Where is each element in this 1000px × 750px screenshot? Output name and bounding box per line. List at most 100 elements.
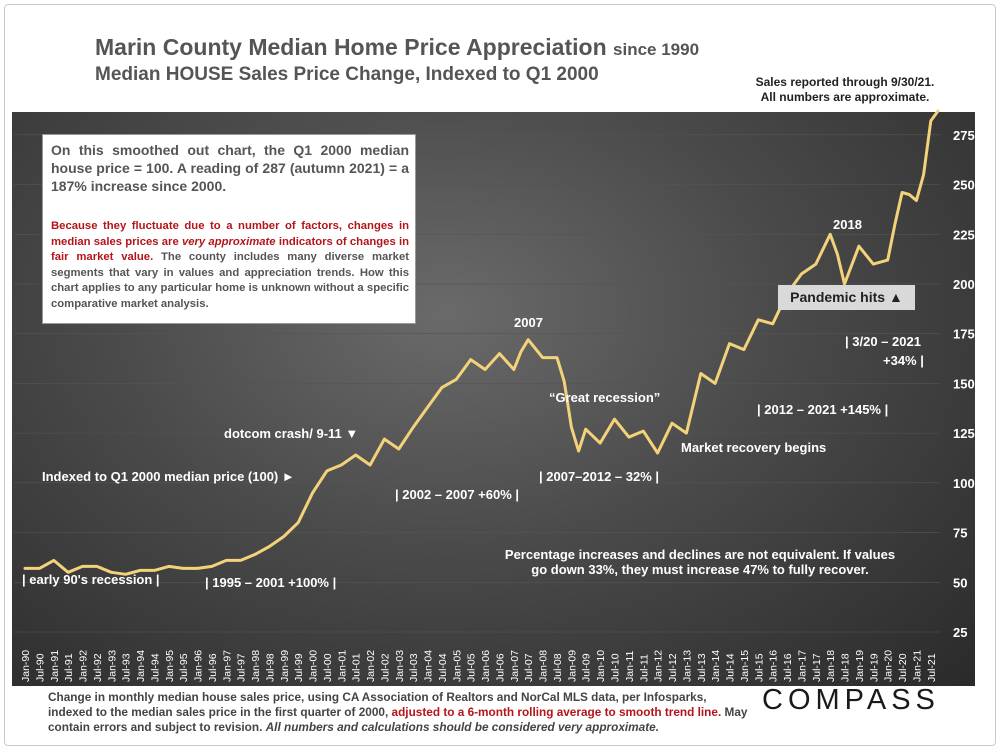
x-tick-label: Jul-97 [236,653,248,682]
x-tick-label: Jan-06 [480,650,492,682]
y-tick-label: 25 [953,625,967,640]
x-tick-label: Jan-90 [20,650,32,682]
annotation-2012-2021: | 2012 – 2021 +145% | [757,402,889,417]
y-tick-label: 125 [953,426,975,441]
x-tick-label: Jan-18 [825,650,837,682]
x-tick-label: Jul-07 [523,653,535,682]
x-tick-label: Jul-04 [437,653,449,682]
y-tick-label: 250 [953,178,975,193]
x-tick-label: Jan-20 [883,650,895,682]
x-tick-label: Jul-02 [379,653,391,682]
annotation-2007-2012: | 2007–2012 – 32% | [539,469,660,484]
x-tick-label: Jan-94 [135,650,147,682]
x-tick-label: Jan-04 [423,650,435,682]
x-tick-label: Jan-93 [106,650,118,682]
y-tick-label: 200 [953,277,975,292]
x-tick-label: Jul-10 [609,653,621,682]
annotation-early90s: | early 90's recession | [22,572,160,587]
x-tick-label: Jul-14 [725,653,737,682]
x-tick-label: Jul-03 [408,653,420,682]
x-tick-label: Jan-98 [250,650,262,682]
compass-logo: COMPASS [762,684,940,716]
annotation-2018: 2018 [833,217,862,232]
annotation-2007: 2007 [514,315,543,330]
x-tick-label: Jul-93 [121,653,133,682]
x-tick-label: Jul-95 [178,653,190,682]
x-tick-label: Jul-11 [638,654,650,682]
x-tick-label: Jul-96 [207,653,219,682]
annotation-1995-2001: | 1995 – 2001 +100% | [205,575,337,590]
x-tick-label: Jul-92 [92,653,104,682]
x-tick-label: Jul-05 [466,653,478,682]
x-tick-label: Jul-19 [868,653,880,682]
footer-note: Change in monthly median house sales pri… [48,690,748,734]
x-tick-label: Jul-91 [63,653,75,682]
title-since: since 1990 [613,40,700,59]
x-tick-label: Jul-08 [552,653,564,682]
y-tick-label: 225 [953,227,975,242]
chart-title: Marin County Median Home Price Appreciat… [95,34,700,60]
x-tick-label: Jan-13 [681,650,693,682]
x-tick-label: Jan-12 [653,650,665,682]
x-tick-label: Jan-92 [78,650,90,682]
x-tick-label: Jan-16 [768,650,780,682]
x-tick-label: Jan-19 [854,650,866,682]
x-tick-label: Jul-94 [149,653,161,682]
x-tick-label: Jan-95 [164,650,176,682]
y-tick-label: 50 [953,575,967,590]
x-tick-label: Jan-02 [365,650,377,682]
x-tick-label: Jan-21 [911,650,923,682]
annotation-2020-line1: | 3/20 – 2021 [845,334,921,349]
x-tick-label: Jan-03 [394,650,406,682]
x-tick-label: Jan-10 [595,650,607,682]
x-tick-label: Jul-17 [811,653,823,682]
x-tick-label: Jan-07 [509,650,521,682]
y-tick-label: 75 [953,526,967,541]
x-tick-label: Jul-06 [494,653,506,682]
x-tick-label: Jul-09 [581,653,593,682]
x-tick-label: Jul-18 [840,653,852,682]
y-tick-label: 100 [953,476,975,491]
x-tick-label: Jul-15 [753,653,765,682]
x-tick-label: Jan-91 [49,650,61,682]
annotation-dotcom: dotcom crash/ 9-11 ▼ [224,426,359,441]
x-tick-label: Jan-17 [796,650,808,682]
x-tick-label: Jan-15 [739,650,751,682]
annotation-2002-2007: | 2002 – 2007 +60% | [395,487,520,502]
x-tick-label: Jul-20 [897,653,909,682]
x-tick-label: Jan-11 [624,651,636,682]
y-tick-label: 150 [953,376,975,391]
disclaimer-text: Because they fluctuate due to a number o… [51,220,410,310]
x-tick-label: Jan-97 [221,650,233,682]
annotation-great-recession: “Great recession” [549,390,661,405]
x-tick-label: Jul-90 [34,653,46,682]
chart-subtitle: Median HOUSE Sales Price Change, Indexed… [95,64,599,85]
x-tick-label: Jan-00 [308,650,320,682]
explanation-text: On this smoothed out chart, the Q1 2000 … [51,142,409,194]
y-tick-label: 175 [953,327,975,342]
x-tick-label: Jul-01 [351,653,363,682]
x-tick-label: Jan-99 [279,650,291,682]
x-tick-label: Jul-98 [264,653,276,682]
percentage-note: Percentage increases and declines are no… [504,547,896,577]
x-tick-label: Jul-12 [667,653,679,682]
x-tick-label: Jan-08 [538,650,550,682]
x-tick-label: Jan-14 [710,650,722,682]
x-tick-label: Jan-05 [451,650,463,682]
x-tick-label: Jul-21 [926,653,938,682]
y-tick-label: 275 [953,128,975,143]
annotation-recovery: Market recovery begins [681,440,827,455]
pandemic-label: Pandemic hits ▲ [778,285,915,310]
x-tick-label: Jan-09 [566,650,578,682]
x-tick-label: Jul-16 [782,653,794,682]
x-tick-label: Jul-00 [322,653,334,682]
x-tick-label: Jan-01 [336,650,348,682]
reported-note: Sales reported through 9/30/21. All numb… [755,75,935,104]
annotation-2020-line2: +34% | [883,353,924,368]
x-tick-label: Jul-99 [293,653,305,682]
x-tick-label: Jan-96 [193,650,205,682]
series-line [23,109,940,576]
x-tick-label: Jul-13 [696,653,708,682]
annotation-indexed: Indexed to Q1 2000 median price (100) ► [42,469,295,484]
